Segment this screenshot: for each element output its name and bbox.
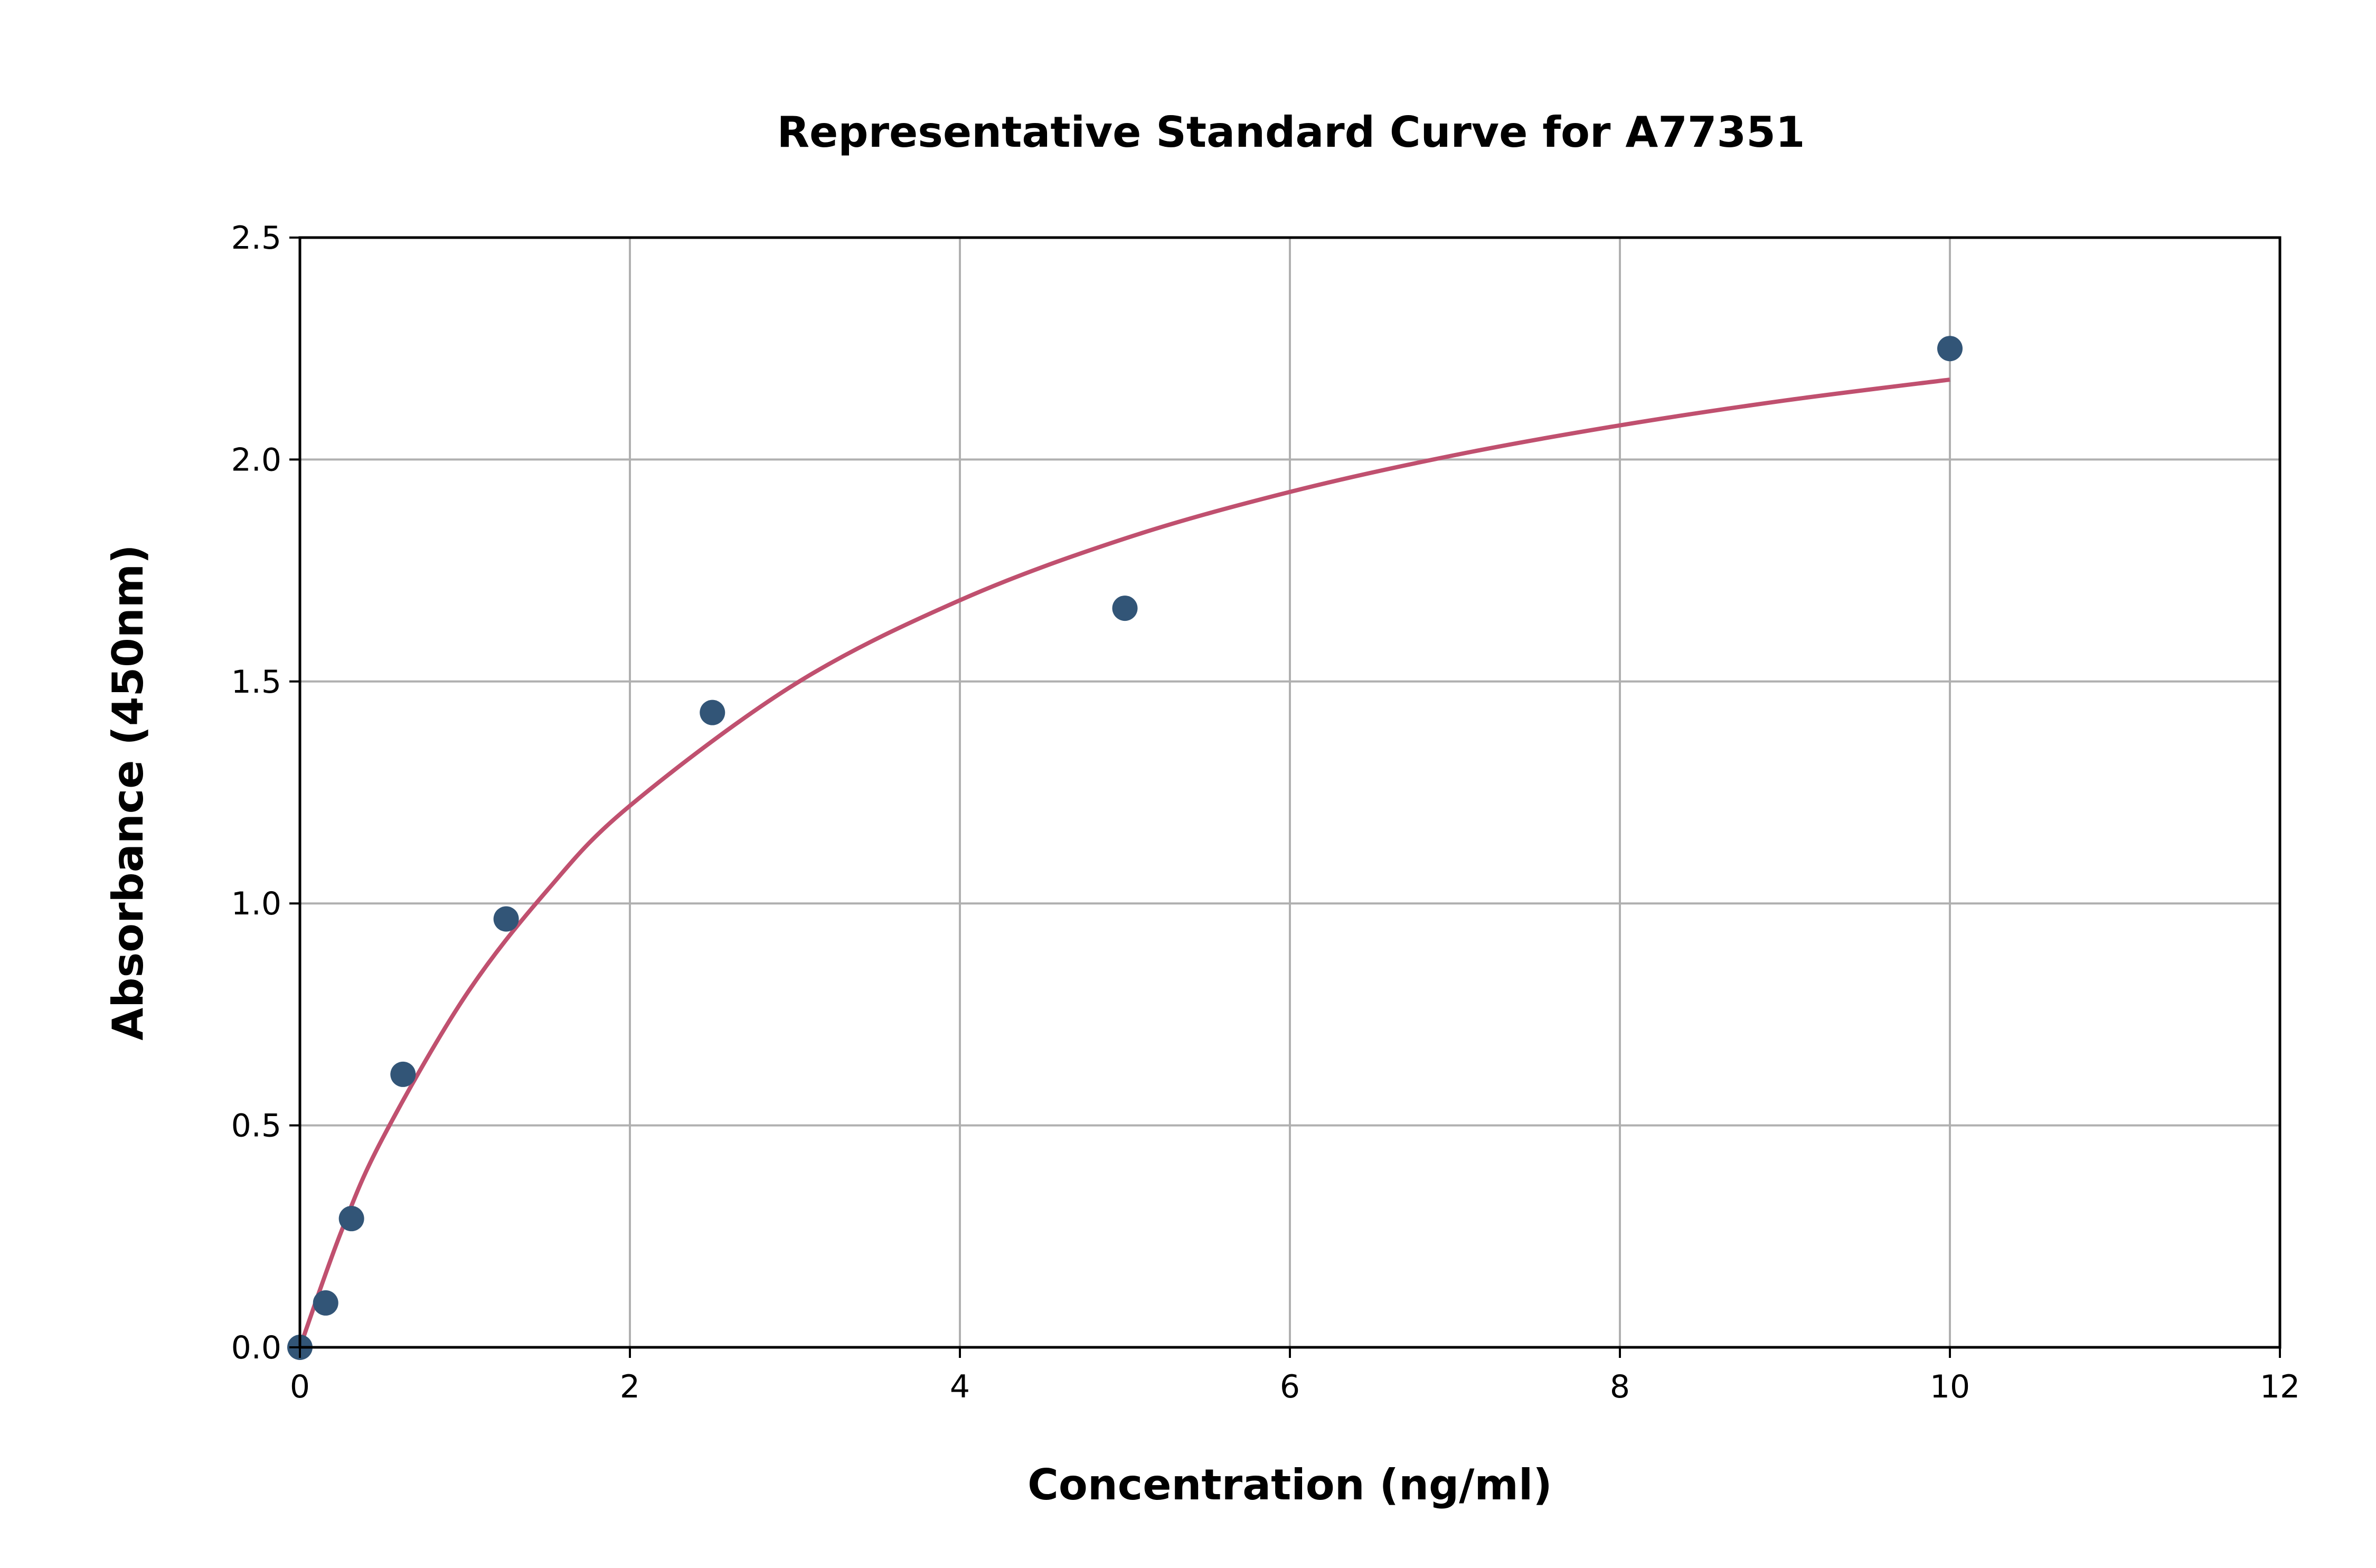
data-point — [1937, 336, 1963, 362]
y-tick-label: 1.0 — [231, 885, 281, 922]
data-point — [493, 906, 519, 932]
y-tick-label: 2.5 — [231, 220, 281, 257]
x-tick-label: 12 — [2260, 1368, 2300, 1405]
y-axis-label: Absorbance (450nm) — [103, 544, 153, 1040]
data-point — [390, 1061, 416, 1087]
y-tick-label: 0.0 — [231, 1329, 281, 1366]
data-point — [700, 700, 725, 725]
data-point — [313, 1290, 338, 1316]
fit-curve-group — [298, 377, 1950, 1348]
fit-curve — [298, 377, 1950, 1348]
grid-lines — [299, 237, 2281, 1348]
axis-ticks: 0 2 4 6 8 10 12 0.0 0.5 1.0 1.5 2.0 2.5 — [231, 220, 2300, 1405]
data-point — [338, 1206, 364, 1232]
x-axis-label: Concentration (ng/ml) — [1027, 1460, 1552, 1509]
y-tick-label: 0.5 — [231, 1108, 281, 1145]
x-tick-label: 6 — [1280, 1368, 1300, 1405]
data-points — [287, 336, 1963, 1360]
y-tick-label: 2.0 — [231, 441, 281, 478]
data-point — [1112, 596, 1138, 621]
x-tick-label: 4 — [950, 1368, 970, 1405]
x-tick-label: 2 — [620, 1368, 640, 1405]
x-tick-label: 0 — [290, 1368, 310, 1405]
x-tick-label: 10 — [1930, 1368, 1970, 1405]
y-tick-label: 1.5 — [231, 664, 281, 701]
chart-title: Representative Standard Curve for A77351 — [777, 108, 1805, 157]
x-tick-label: 8 — [1610, 1368, 1630, 1405]
